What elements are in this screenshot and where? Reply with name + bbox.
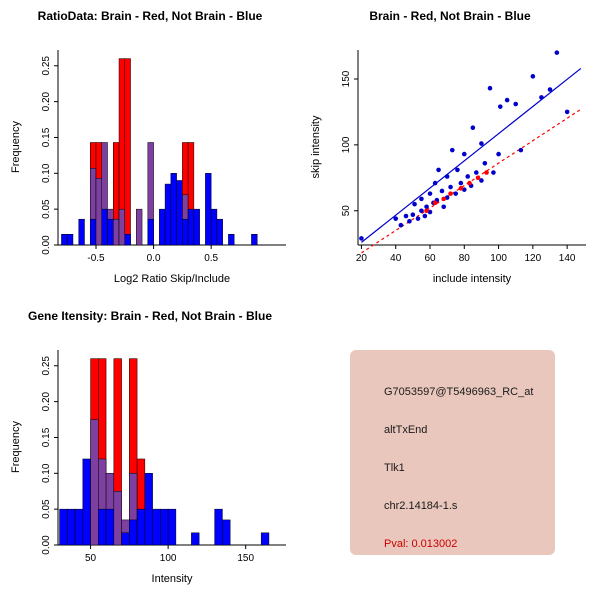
svg-text:0.05: 0.05 <box>41 199 52 219</box>
svg-text:140: 140 <box>559 253 576 264</box>
intensity-scatter-x-axis-label: include intensity <box>432 273 512 285</box>
intensity-scatter-y-axis-label: skip intensity <box>310 115 322 179</box>
pval-line: Pval: 0.013002 <box>384 538 458 550</box>
svg-text:0.15: 0.15 <box>41 427 52 447</box>
svg-text:0.10: 0.10 <box>41 163 52 183</box>
svg-text:40: 40 <box>390 253 402 264</box>
gene-info-box: G7053597@T5496963_RC_at altTxEnd Tlk1 ch… <box>350 350 555 555</box>
svg-text:50: 50 <box>85 553 97 564</box>
svg-text:120: 120 <box>525 253 542 264</box>
svg-text:0.0: 0.0 <box>147 253 161 264</box>
gene-intensity-histogram-title: Gene Itensity: Brain - Red, Not Brain - … <box>27 309 273 323</box>
svg-text:0.00: 0.00 <box>41 535 52 555</box>
gene-name-text: Tlk1 <box>384 462 405 474</box>
panel-ratio-histogram: -0.5 0.0 0.5 0.00 0.05 0.10 0.15 0.20 0.25 Ratio… <box>0 0 300 300</box>
svg-text:0.05: 0.05 <box>41 499 52 519</box>
svg-text:20: 20 <box>356 253 368 264</box>
intensity-scatter-plot: 20 40 60 80 100 120 140 50 100 150 <box>341 50 586 264</box>
svg-text:0.25: 0.25 <box>41 356 52 376</box>
svg-text:0.00: 0.00 <box>41 235 52 255</box>
svg-text:100: 100 <box>341 136 352 153</box>
panel-gene-info: G7053597@T5496963_RC_at altTxEnd Tlk1 ch… <box>300 300 600 600</box>
svg-text:0.20: 0.20 <box>41 91 52 111</box>
svg-text:0.5: 0.5 <box>204 253 218 264</box>
svg-text:0.25: 0.25 <box>41 56 52 76</box>
svg-text:0.10: 0.10 <box>41 463 52 483</box>
svg-text:0.15: 0.15 <box>41 127 52 147</box>
svg-text:-0.5: -0.5 <box>87 253 105 264</box>
svg-text:150: 150 <box>341 70 352 87</box>
panel-gene-intensity-histogram: 50 100 150 0.00 0.05 0.10 0.15 0.20 0.25 Gene It… <box>0 300 300 600</box>
ratio-histogram-title: RatioData: Brain - Red, Not Brain - Blue <box>37 9 263 23</box>
svg-text:80: 80 <box>459 253 471 264</box>
svg-text:150: 150 <box>237 553 254 564</box>
svg-text:100: 100 <box>490 253 507 264</box>
splice-event-type-text: altTxEnd <box>384 424 428 436</box>
svg-text:100: 100 <box>160 553 177 564</box>
ratio-histogram-y-axis-label: Frequency <box>10 121 22 173</box>
intensity-scatter-title: Brain - Red, Not Brain - Blue <box>369 9 531 23</box>
svg-text:0.20: 0.20 <box>41 391 52 411</box>
svg-text:60: 60 <box>424 253 436 264</box>
gene-intensity-histogram-plot: 50 100 150 0.00 0.05 0.10 0.15 0.20 0.25 <box>41 350 286 564</box>
ratio-histogram-x-axis-label: Log2 Ratio Skip/Include <box>113 273 231 285</box>
probe-id-text: G7053597@T5496963_RC_at <box>384 386 534 398</box>
ratio-histogram-plot: -0.5 0.0 0.5 0.00 0.05 0.10 0.15 0.20 0.25 <box>41 50 286 264</box>
panel-intensity-scatter: 20 40 60 80 100 120 140 50 100 150 Brain - Red, N… <box>300 0 600 300</box>
chromosome-location-text: chr2.14184-1.s <box>384 500 458 512</box>
gene-intensity-histogram-y-axis-label: Frequency <box>10 421 22 473</box>
gene-intensity-histogram-x-axis-label: Intensity <box>151 573 193 585</box>
svg-text:50: 50 <box>341 205 352 217</box>
